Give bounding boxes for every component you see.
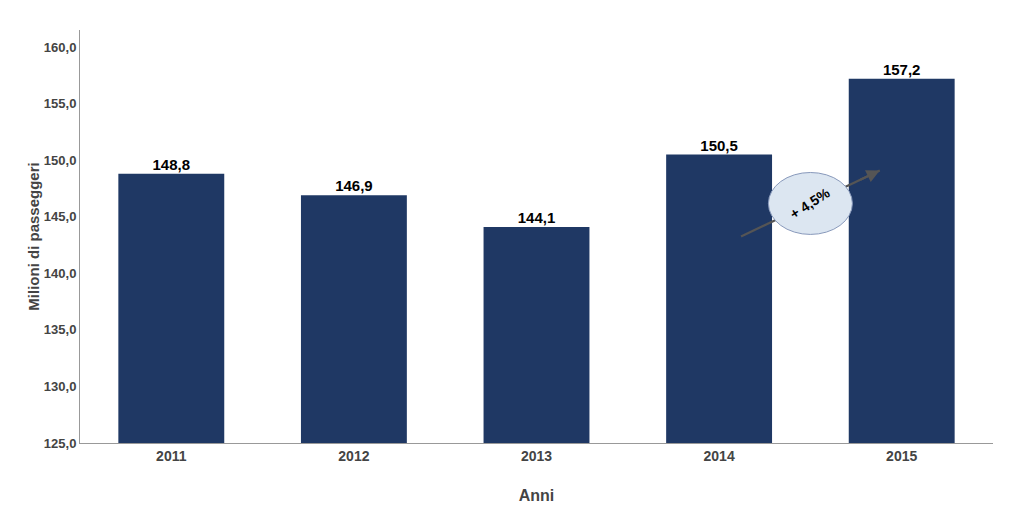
svg-text:2015: 2015 — [886, 448, 917, 464]
svg-text:130,0: 130,0 — [44, 379, 77, 394]
svg-text:2011: 2011 — [156, 448, 187, 464]
svg-text:2013: 2013 — [521, 448, 552, 464]
svg-text:150,5: 150,5 — [700, 137, 738, 154]
svg-text:2012: 2012 — [338, 448, 369, 464]
svg-text:140,0: 140,0 — [44, 266, 77, 281]
svg-text:160,0: 160,0 — [44, 40, 77, 55]
svg-text:148,8: 148,8 — [153, 156, 191, 173]
svg-text:157,2: 157,2 — [883, 61, 921, 78]
svg-text:135,0: 135,0 — [44, 322, 77, 337]
svg-text:Milioni di passeggeri: Milioni di passeggeri — [25, 162, 42, 310]
svg-text:144,1: 144,1 — [518, 209, 556, 226]
svg-text:Anni: Anni — [519, 487, 555, 504]
svg-text:145,0: 145,0 — [44, 209, 77, 224]
svg-text:150,0: 150,0 — [44, 153, 77, 168]
svg-text:146,9: 146,9 — [335, 177, 373, 194]
svg-text:125,0: 125,0 — [44, 436, 77, 451]
svg-text:2014: 2014 — [704, 448, 735, 464]
svg-text:155,0: 155,0 — [44, 96, 77, 111]
svg-text:+ 4,5%: + 4,5% — [787, 184, 833, 222]
